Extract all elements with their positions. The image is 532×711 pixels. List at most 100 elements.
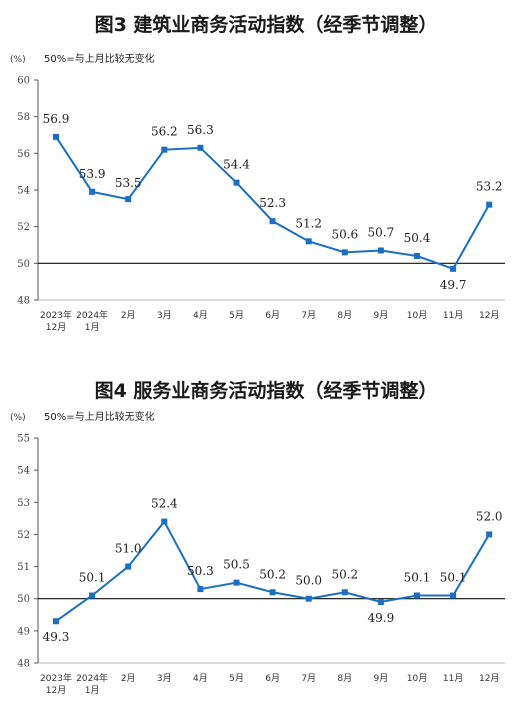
data-point-marker [414, 592, 420, 599]
y-tick-label: 51 [17, 562, 30, 573]
data-value-label: 53.2 [476, 180, 503, 194]
y-tick-label: 48 [17, 659, 30, 670]
chart-note: 50%=与上月比较无变化 [44, 52, 155, 65]
data-value-label: 50.4 [404, 231, 431, 245]
x-tick-label: 9月 [374, 310, 389, 321]
services-chart-panel: 图4 服务业商务活动指数（经季节调整） (%) 50%=与上月比较无变化 48 49 5… [0, 360, 532, 711]
x-tick-label: 12月 [479, 310, 499, 321]
data-point-marker [486, 201, 493, 208]
x-tick-label: 1月 [85, 322, 100, 333]
data-value-label: 53.9 [79, 167, 106, 181]
x-tick-label: 2023年 [40, 309, 72, 321]
x-tick-label: 11月 [443, 673, 463, 684]
services-chart: (%) 50%=与上月比较无变化48495051525354552023年12月2… [10, 410, 505, 696]
data-value-label: 49.3 [43, 630, 70, 644]
y-tick-label: 53 [17, 498, 30, 509]
data-value-label: 50.0 [295, 574, 322, 588]
y-tick-label: 55 [17, 434, 30, 445]
data-value-label: 54.4 [223, 158, 250, 172]
y-unit-label: (%) [10, 55, 26, 65]
data-value-label: 52.0 [476, 509, 503, 523]
x-tick-label: 5月 [229, 310, 244, 321]
y-tick-label: 54 [17, 466, 30, 477]
chart-title: 图3 建筑业商务活动指数（经季节调整） [94, 14, 438, 36]
data-point-marker [269, 589, 276, 596]
data-value-label: 51.2 [295, 216, 322, 230]
data-point-marker [305, 238, 312, 245]
data-point-marker [89, 592, 96, 599]
y-tick-label: 52 [17, 530, 30, 541]
data-value-label: 52.4 [151, 497, 178, 511]
data-point-marker [161, 518, 168, 525]
x-tick-label: 12月 [46, 685, 66, 696]
y-tick-label: 48 [17, 296, 30, 307]
x-tick-label: 3月 [157, 310, 172, 321]
x-tick-label: 5月 [229, 673, 244, 684]
data-point-marker [269, 218, 276, 225]
data-point-marker [125, 196, 132, 203]
data-point-marker [450, 265, 457, 272]
data-value-label: 53.5 [115, 176, 142, 190]
data-value-label: 56.2 [151, 125, 178, 139]
x-tick-label: 8月 [337, 310, 352, 321]
data-value-label: 49.7 [440, 278, 467, 292]
x-tick-label: 7月 [301, 310, 316, 321]
x-tick-label: 1月 [85, 685, 100, 696]
data-point-marker [161, 146, 168, 153]
x-tick-label: 4月 [193, 673, 208, 684]
data-value-label: 50.2 [331, 567, 358, 581]
data-value-label: 50.7 [368, 226, 395, 240]
x-tick-label: 7月 [301, 673, 316, 684]
data-point-marker [89, 188, 96, 195]
x-tick-label: 2024年 [76, 672, 108, 684]
y-tick-label: 58 [17, 112, 30, 123]
x-tick-label: 11月 [443, 310, 463, 321]
y-tick-label: 49 [17, 626, 30, 637]
x-tick-label: 4月 [193, 310, 208, 321]
data-value-label: 50.1 [404, 571, 431, 585]
data-value-label: 56.9 [43, 112, 70, 126]
data-point-marker [450, 592, 457, 599]
data-point-marker [414, 253, 420, 259]
y-tick-label: 50 [17, 259, 30, 270]
data-value-label: 56.3 [187, 123, 214, 137]
data-point-marker [233, 179, 240, 186]
x-tick-label: 2月 [121, 673, 136, 684]
x-tick-label: 2024年 [76, 309, 108, 321]
y-tick-label: 54 [17, 186, 30, 197]
data-point-marker [53, 133, 59, 140]
y-tick-label: 56 [17, 149, 30, 160]
data-value-label: 50.1 [79, 571, 106, 585]
data-value-label: 52.3 [259, 196, 286, 210]
y-unit-label: (%) [10, 413, 26, 423]
data-value-label: 50.5 [223, 558, 250, 572]
data-point-marker [197, 144, 204, 151]
data-value-label: 50.6 [331, 227, 358, 241]
data-point-marker [377, 598, 384, 605]
data-point-marker [53, 618, 59, 625]
data-point-marker [233, 579, 240, 586]
data-value-label: 49.9 [368, 611, 395, 625]
x-tick-label: 2月 [121, 310, 136, 321]
y-tick-label: 52 [17, 222, 30, 233]
construction-chart: (%) 50%=与上月比较无变化485052545658602023年12月202… [10, 52, 505, 333]
data-point-marker [341, 589, 348, 596]
data-point-marker [125, 563, 132, 570]
x-tick-label: 6月 [265, 310, 280, 321]
chart-title: 图4 服务业商务活动指数（经季节调整） [94, 380, 438, 402]
x-tick-label: 3月 [157, 673, 172, 684]
x-tick-label: 9月 [374, 673, 389, 684]
x-tick-label: 12月 [479, 673, 499, 684]
data-point-marker [305, 595, 312, 602]
data-point-marker [486, 531, 493, 538]
y-tick-label: 50 [17, 594, 30, 605]
construction-chart-panel: 图3 建筑业商务活动指数（经季节调整） (%) 50%=与上月比较无变化 48 50 5… [10, 14, 505, 333]
x-tick-label: 12月 [46, 322, 66, 333]
data-value-label: 50.3 [187, 564, 214, 578]
data-value-label: 51.0 [115, 542, 142, 556]
data-value-label: 50.1 [440, 571, 467, 585]
x-tick-label: 2023年 [40, 672, 72, 684]
x-tick-label: 8月 [337, 673, 352, 684]
chart-note: 50%=与上月比较无变化 [44, 410, 155, 423]
x-tick-label: 10月 [407, 673, 427, 684]
